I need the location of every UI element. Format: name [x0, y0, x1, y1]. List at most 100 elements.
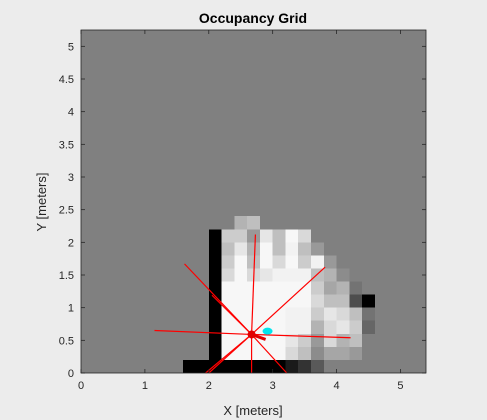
grid-cell [336, 281, 350, 295]
x-tick-label: 2 [206, 380, 212, 392]
grid-cell [221, 255, 235, 269]
scan-ray [250, 234, 257, 335]
scan-ray [205, 333, 252, 374]
grid-cell [323, 268, 337, 282]
grid-cell [323, 255, 337, 269]
grid-cell [221, 268, 235, 282]
grid-cell [221, 242, 235, 256]
grid-cell [311, 242, 324, 256]
scan-ray [211, 294, 253, 335]
grid-cell [272, 229, 286, 243]
grid-cell [298, 333, 311, 347]
grid-cell [298, 242, 311, 256]
grid-cell [336, 268, 350, 282]
grid-cell [208, 229, 222, 243]
grid-cell [221, 229, 235, 243]
grid-cell [234, 242, 248, 256]
grid-cell [323, 281, 337, 295]
grid-cell [349, 281, 363, 295]
grid-cell [221, 359, 286, 373]
grid-cell [285, 359, 299, 373]
grid-cell [259, 242, 273, 256]
grid-cell [208, 281, 222, 308]
grid-cell [298, 346, 311, 360]
y-tick-label: 0 [68, 368, 74, 380]
y-axis-ticks: 0 0.5 1 1.5 2 2.5 3 3.5 4 4.5 5 [59, 41, 426, 380]
grid-cell [298, 255, 311, 269]
y-tick-label: 2 [68, 237, 74, 249]
y-tick-label: 1 [68, 303, 74, 315]
grid-cell [311, 320, 324, 334]
robot-marker [247, 330, 256, 339]
y-tick-label: 2.5 [59, 205, 74, 217]
grid-cell [336, 307, 350, 321]
scan-ray [154, 329, 252, 336]
grid-cell [323, 320, 337, 347]
grid-cell [323, 294, 337, 308]
grid-cell [247, 229, 260, 243]
grid-cell [362, 333, 375, 347]
grid-cell [272, 242, 286, 256]
grid-cell [362, 320, 375, 334]
grid-cell [336, 333, 350, 347]
y-tick-label: 1.5 [59, 270, 74, 282]
x-tick-label: 1 [142, 380, 148, 392]
grid-cell [298, 359, 311, 373]
y-tick-label: 0.5 [59, 335, 74, 347]
grid-cell [311, 281, 324, 295]
grid-cell [285, 307, 311, 334]
grid-cell [285, 229, 299, 243]
grid-cell [234, 216, 248, 230]
grid-cell [349, 294, 363, 308]
grid-cell [247, 255, 260, 269]
x-tick-label: 4 [333, 380, 339, 392]
plot-area [80, 29, 427, 374]
grid-cell [311, 307, 324, 321]
grid-cell [208, 268, 222, 282]
axes-box [80, 29, 427, 374]
grid-cell [311, 333, 324, 347]
y-tick-label: 4 [68, 107, 74, 119]
scan-ray [251, 334, 288, 374]
grid-cell [285, 255, 299, 269]
grid-cell [336, 320, 350, 334]
grid-cell [349, 333, 363, 347]
grid-cell [208, 307, 222, 321]
scan-ray [251, 333, 351, 339]
grid-cell [247, 216, 260, 230]
grid-cell [311, 346, 324, 360]
grid-cell [285, 333, 299, 347]
grid-cell [311, 255, 324, 269]
grid-cell [272, 268, 311, 282]
grid-cell [272, 255, 286, 269]
grid-cell [208, 255, 222, 269]
x-axis-ticks: 0 1 2 3 4 5 [78, 30, 404, 392]
y-tick-label: 3.5 [59, 139, 74, 151]
grid-cell [336, 294, 350, 308]
y-tick-label: 4.5 [59, 74, 74, 86]
x-tick-label: 3 [270, 380, 276, 392]
x-tick-label: 0 [78, 380, 84, 392]
grid-cell [259, 229, 273, 243]
x-axis-label: X [meters] [223, 403, 282, 418]
x-tick-label: 5 [397, 380, 403, 392]
grid-cell [208, 320, 222, 360]
grid-cell [259, 255, 273, 269]
grid-cell [349, 307, 363, 321]
grid-cell [285, 346, 299, 360]
grid-cell [323, 346, 350, 360]
grid-cell [298, 229, 311, 243]
grid-cell [208, 242, 222, 256]
grid-cell [285, 242, 299, 256]
grid-cell [234, 229, 248, 243]
grid-cell [323, 307, 337, 321]
y-tick-label: 3 [68, 172, 74, 184]
grid-cell [349, 320, 363, 334]
grid-cell [349, 346, 363, 360]
grid-cell [311, 359, 324, 373]
grid-cell [259, 268, 273, 282]
grid-cell [362, 294, 375, 308]
grid-cell [362, 307, 375, 321]
grid-cell [234, 255, 248, 269]
